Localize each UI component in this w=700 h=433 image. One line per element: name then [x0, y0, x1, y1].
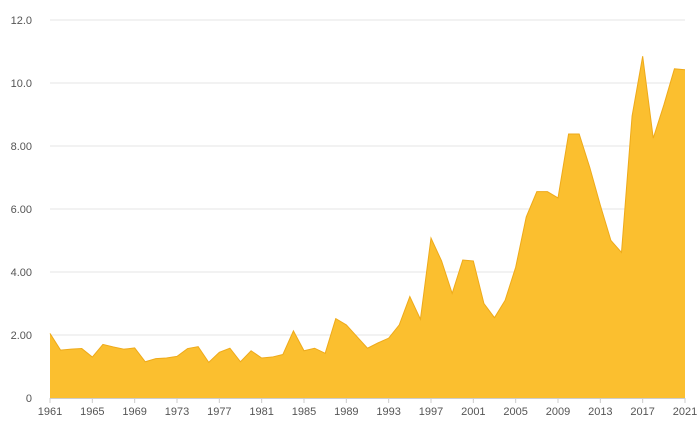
data-point	[49, 333, 51, 335]
x-tick-label: 1965	[80, 406, 104, 418]
x-tick-label: 1997	[419, 406, 443, 418]
data-point	[462, 259, 464, 261]
data-point	[81, 348, 83, 350]
y-tick-label: 8.00	[11, 141, 32, 153]
data-point	[314, 347, 316, 349]
data-point	[92, 356, 94, 358]
x-tick-label: 1961	[38, 406, 62, 418]
data-point	[70, 348, 72, 350]
data-point	[335, 318, 337, 320]
data-point	[652, 137, 654, 139]
x-tick-label: 1973	[165, 406, 189, 418]
data-point	[504, 300, 506, 302]
data-point	[621, 252, 623, 254]
data-point	[547, 191, 549, 193]
data-point	[568, 133, 570, 135]
data-point	[134, 347, 136, 349]
data-point	[398, 324, 400, 326]
data-point	[346, 324, 348, 326]
data-point	[610, 240, 612, 242]
data-point	[356, 336, 358, 338]
data-point	[240, 361, 242, 363]
area-line	[49, 56, 686, 364]
x-tick-label: 2005	[503, 406, 527, 418]
data-point	[282, 354, 284, 356]
y-tick-label: 4.00	[11, 267, 32, 279]
data-point	[515, 266, 517, 268]
data-point	[144, 361, 146, 363]
y-tick-label: 6.00	[11, 204, 32, 216]
data-point	[536, 191, 538, 193]
data-point	[684, 69, 686, 71]
data-point	[187, 348, 189, 350]
area-series	[49, 55, 686, 398]
data-point	[250, 350, 252, 352]
data-point	[303, 350, 305, 352]
x-tick-label: 2021	[673, 406, 697, 418]
data-point	[155, 358, 157, 360]
data-point	[293, 330, 295, 332]
data-point	[430, 237, 432, 239]
data-point	[219, 352, 221, 354]
data-point	[451, 293, 453, 295]
area-fill	[50, 56, 685, 398]
data-point	[483, 303, 485, 305]
axes: 0 2.00 4.00 6.00 8.00 10.0 12.0 1961 1965 1969 197…	[11, 15, 698, 418]
y-tick-label: 0	[26, 393, 32, 405]
x-tick-label: 1985	[292, 406, 316, 418]
data-point	[166, 357, 168, 359]
x-tick-label: 2009	[546, 406, 570, 418]
data-point	[176, 356, 178, 358]
data-point	[271, 356, 273, 358]
y-tick-label: 12.0	[11, 15, 32, 27]
data-point	[102, 344, 104, 346]
data-point	[473, 260, 475, 262]
data-point	[261, 357, 263, 359]
x-tick-label: 1969	[122, 406, 146, 418]
x-tick-label: 1977	[207, 406, 231, 418]
data-point	[674, 68, 676, 70]
data-point	[663, 104, 665, 106]
data-point	[409, 296, 411, 298]
data-point	[208, 362, 210, 364]
y-tick-label: 10.0	[11, 78, 32, 90]
data-point	[420, 318, 422, 320]
data-point	[113, 346, 115, 348]
data-point	[324, 352, 326, 354]
data-point	[367, 347, 369, 349]
x-tick-label: 1989	[334, 406, 358, 418]
data-point	[494, 317, 496, 319]
data-point	[60, 349, 62, 351]
x-tick-label: 1993	[376, 406, 400, 418]
data-point	[123, 348, 125, 350]
data-point	[197, 346, 199, 348]
data-point	[377, 342, 379, 344]
data-point	[589, 167, 591, 169]
data-point	[631, 115, 633, 117]
data-point	[229, 347, 231, 349]
data-point	[578, 133, 580, 135]
data-point	[557, 197, 559, 199]
data-point	[600, 204, 602, 206]
data-point	[642, 55, 644, 57]
data-point	[525, 216, 527, 218]
data-point	[441, 260, 443, 262]
x-tick-label: 2017	[630, 406, 654, 418]
data-point	[388, 337, 390, 339]
x-tick-label: 2001	[461, 406, 485, 418]
y-tick-label: 2.00	[11, 330, 32, 342]
x-tick-label: 2013	[588, 406, 612, 418]
x-tick-label: 1981	[249, 406, 273, 418]
